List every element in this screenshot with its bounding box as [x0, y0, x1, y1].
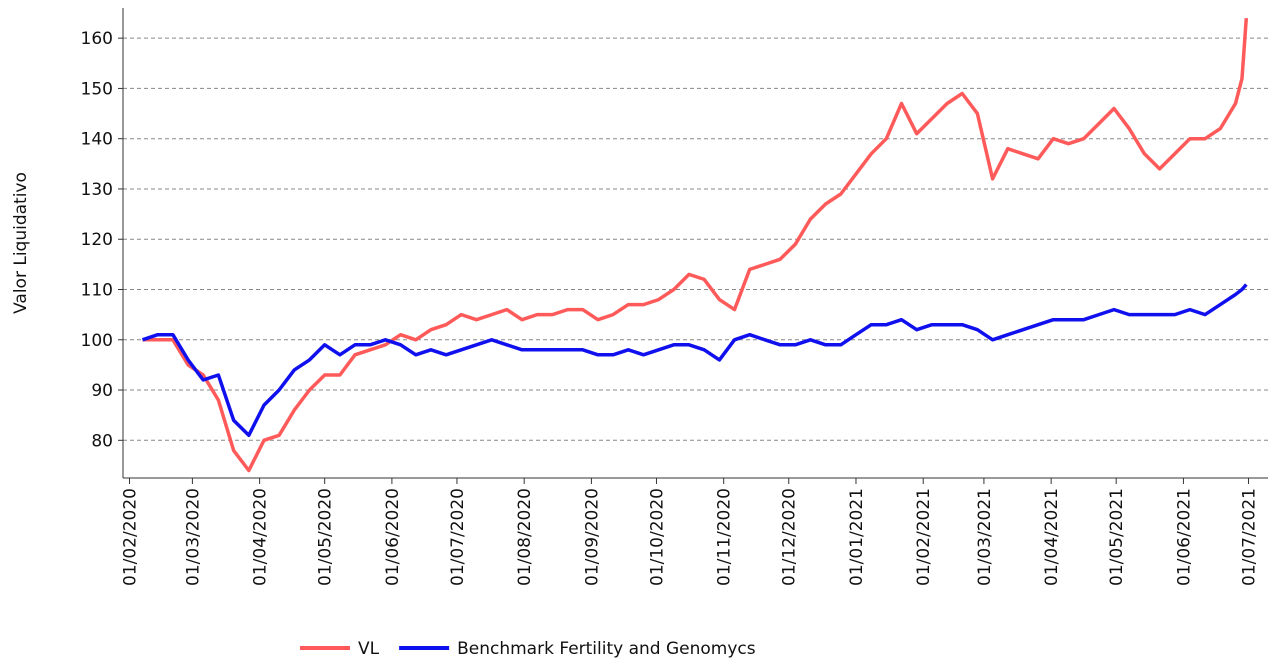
x-tick-label: 01/04/2020: [251, 488, 271, 586]
x-tick-label: 01/03/2021: [975, 488, 995, 586]
x-tick-label: 01/12/2020: [780, 488, 800, 586]
x-tick-label: 01/03/2020: [183, 488, 203, 586]
x-tick-label: 01/05/2020: [316, 488, 336, 586]
y-tick-label: 150: [81, 79, 113, 99]
y-tick-label: 140: [81, 130, 113, 150]
x-tick-label: 01/07/2020: [448, 488, 468, 586]
x-tick-label: 01/04/2021: [1042, 488, 1062, 586]
x-tick-label: 01/11/2020: [715, 488, 735, 586]
x-tick-label: 01/08/2020: [515, 488, 535, 586]
y-tick-label: 120: [81, 230, 113, 250]
series-line: [141, 283, 1248, 438]
legend-label: VL: [358, 639, 380, 659]
x-tick-label: 01/01/2021: [847, 488, 867, 586]
series-line: [142, 17, 1249, 473]
y-tick-label: 110: [81, 280, 113, 300]
x-tick-label: 01/07/2021: [1239, 488, 1259, 586]
x-tick-label: 01/02/2021: [914, 488, 934, 586]
legend-label: Benchmark Fertility and Genomycs: [457, 639, 756, 659]
x-tick-label: 01/02/2020: [121, 488, 141, 586]
x-tick-label: 01/09/2020: [582, 488, 602, 586]
y-tick-label: 100: [81, 331, 113, 351]
y-tick-label: 90: [91, 381, 113, 401]
x-tick-label: 01/10/2020: [647, 488, 667, 586]
x-tick-label: 01/06/2021: [1174, 488, 1194, 586]
y-tick-label: 80: [91, 431, 113, 451]
x-tick-label: 01/05/2021: [1107, 488, 1127, 586]
y-axis-label: Valor Liquidativo: [11, 172, 31, 314]
x-tick-label: 01/06/2020: [383, 488, 403, 586]
y-tick-label: 160: [81, 29, 113, 49]
y-tick-label: 130: [81, 180, 113, 200]
